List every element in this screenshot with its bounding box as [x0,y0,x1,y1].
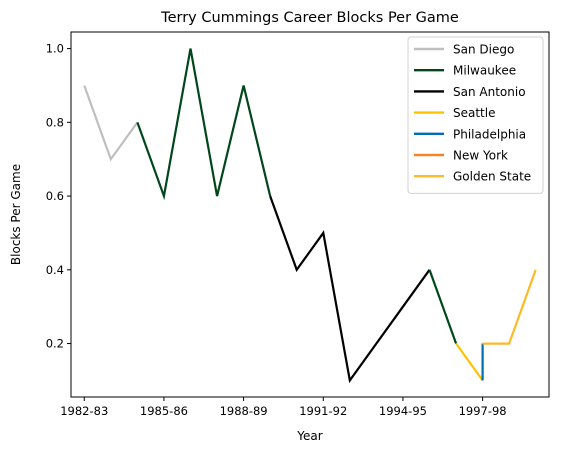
x-axis: 1982-83 1985-86 1988-89 1991-92 1994-95 1997-… [60,397,507,418]
y-tick-label: 0.2 [46,337,64,351]
x-tick-label: 1982-83 [60,404,108,418]
legend: San Diego Milwaukee San Antonio Seattle Phil… [407,36,544,194]
series-line-san-diego-0 [83,85,139,162]
legend-label-golden-state: Golden State [453,170,531,184]
legend-label-philadelphia: Philadelphia [453,127,526,141]
legend-label-san-diego: San Diego [453,43,514,57]
series-line-golden-state-7 [482,269,537,345]
x-tick-label: 1994-95 [379,404,427,418]
x-tick-label: 1997-98 [459,404,507,418]
series-line-milwaukee-3 [428,269,458,344]
y-axis: 0.2 0.4 0.6 0.8 1.0 [46,42,71,351]
series-line-seattle-4 [455,342,484,382]
legend-label-milwaukee: Milwaukee [453,64,516,78]
plot-frame [70,31,550,398]
y-tick-label: 1.0 [46,42,64,56]
legend-label-seattle: Seattle [453,106,495,120]
legend-label-new-york: New York [453,149,508,163]
chart-title: Terry Cummings Career Blocks Per Game [160,10,459,26]
y-axis-label: Blocks Per Game [9,164,23,265]
x-axis-label: Year [296,429,322,443]
plot-lines [83,48,537,384]
y-tick-label: 0.6 [46,189,64,203]
series-line-milwaukee-1 [136,48,272,201]
y-tick-label: 0.8 [46,115,64,129]
x-tick-label: 1991-92 [299,404,347,418]
x-tick-label: 1988-89 [220,404,268,418]
legend-label-san-antonio: San Antonio [453,85,526,99]
x-tick-label: 1985-86 [140,404,188,418]
y-tick-label: 0.4 [46,263,64,277]
series-line-san-antonio-2 [269,195,431,384]
